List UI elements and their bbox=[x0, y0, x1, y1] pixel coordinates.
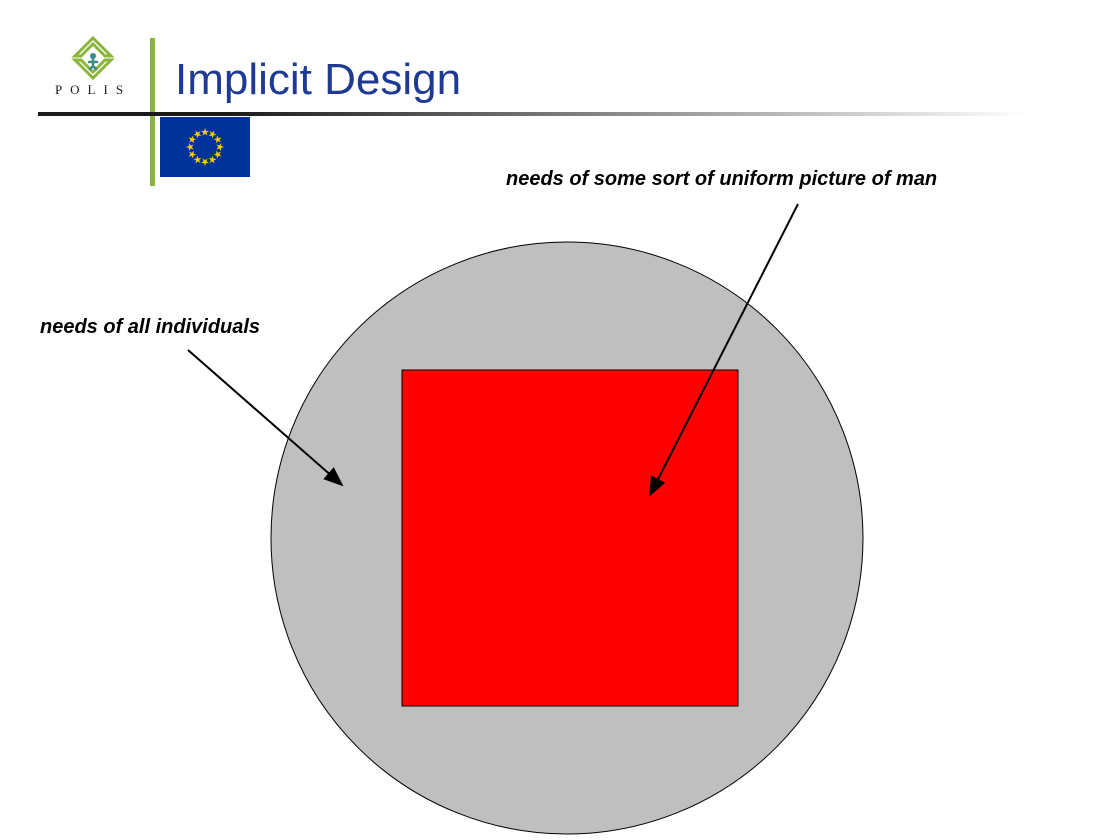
main-diagram bbox=[0, 0, 1120, 840]
